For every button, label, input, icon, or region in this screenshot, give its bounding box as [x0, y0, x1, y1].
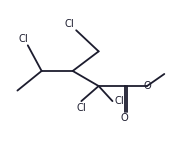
Text: Cl: Cl [114, 96, 124, 106]
Text: O: O [143, 81, 151, 91]
Text: Cl: Cl [65, 19, 75, 29]
Text: O: O [121, 113, 129, 123]
Text: Cl: Cl [76, 103, 86, 113]
Text: Cl: Cl [18, 34, 28, 44]
